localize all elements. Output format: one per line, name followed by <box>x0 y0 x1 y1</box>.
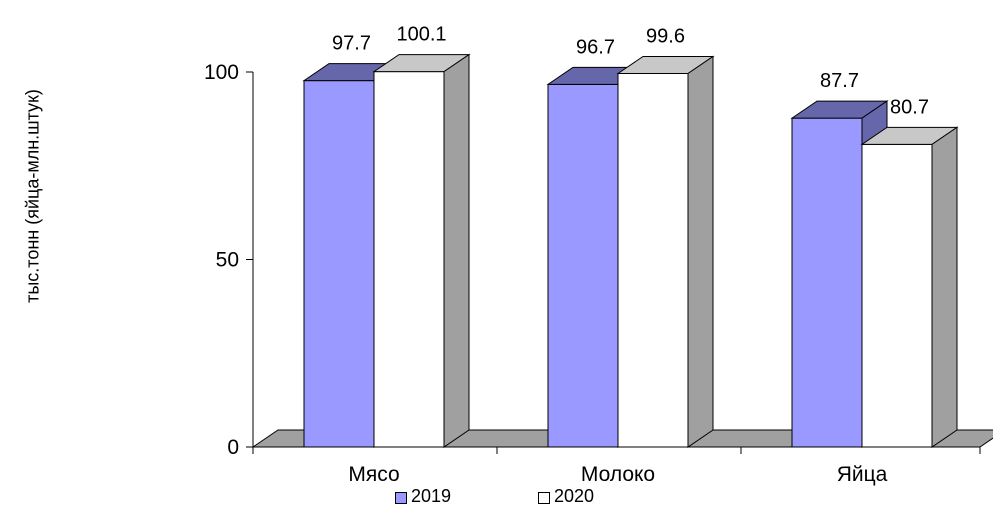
bars: 97.7 100.1 96.7 99.6 87.7 80.7 <box>302 24 959 448</box>
x-tick-label: Яйца <box>837 463 888 486</box>
y-axis-title-container: тыс.тонн (яйца-млн.штук) <box>0 0 60 507</box>
bar-side <box>443 53 470 448</box>
data-label: 80.7 <box>890 96 929 118</box>
y-tick-label: 50 <box>216 249 239 272</box>
data-label: 96.7 <box>576 36 615 58</box>
data-label: 99.6 <box>646 26 685 48</box>
bar-front <box>547 83 619 448</box>
legend-label-2020: 2020 <box>554 486 595 506</box>
bar-2020-1 <box>616 55 715 448</box>
bar-front <box>303 80 375 448</box>
legend-swatch-2020 <box>538 492 550 504</box>
bar-front <box>617 73 689 448</box>
y-tick-label: 0 <box>227 436 239 459</box>
bar-2020-0 <box>372 53 471 448</box>
bar-side <box>687 55 714 448</box>
bar-front <box>791 117 863 448</box>
x-axis: Мясо Молоко Яйца <box>252 446 981 486</box>
legend-label-2019: 2019 <box>411 486 452 506</box>
data-label: 97.7 <box>332 33 371 55</box>
y-tick-label: 100 <box>204 61 239 84</box>
y-axis-title: тыс.тонн (яйца-млн.штук) <box>22 89 43 303</box>
y-axis: 0 50 100 <box>204 61 254 459</box>
data-label: 87.7 <box>820 70 859 92</box>
x-tick-label: Мясо <box>348 463 399 486</box>
data-label: 100.1 <box>396 24 446 46</box>
bar-front <box>373 71 445 448</box>
bar-front <box>861 143 933 448</box>
legend-swatch-2019 <box>395 492 407 504</box>
bar-2020-2 <box>860 126 959 448</box>
x-tick-label: Молоко <box>581 463 655 486</box>
bar-side <box>931 126 958 448</box>
